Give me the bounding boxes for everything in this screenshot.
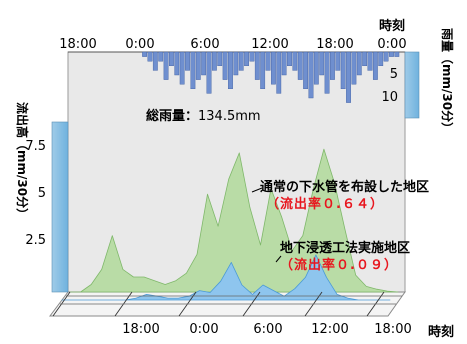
rain-bar — [174, 51, 180, 76]
runoff-ytick-5: 5 — [38, 186, 46, 201]
series-0-name: 通常の下水管を布設した地区 — [260, 179, 429, 195]
runoff-hydrographs — [61, 148, 399, 301]
rain-bar — [233, 51, 239, 76]
runoff-xtick-2: 6:00 — [253, 322, 282, 337]
rain-bar — [190, 51, 196, 89]
rain-bar — [260, 51, 266, 89]
rain-bar — [265, 51, 271, 71]
rain-bar — [152, 51, 158, 71]
rain-bar — [389, 51, 394, 57]
rain-bar — [163, 51, 169, 80]
rain-bar — [195, 51, 201, 80]
rain-bar — [383, 51, 389, 62]
rain-bar — [254, 51, 260, 80]
rain-ytick-5: 5 — [390, 67, 398, 82]
rain-bar — [244, 51, 249, 67]
rain-bar — [281, 51, 287, 76]
floor-grid — [52, 291, 402, 317]
rain-bar — [313, 51, 319, 85]
rain-bar — [276, 51, 282, 94]
rain-bar — [330, 51, 335, 80]
rain-xtick-5: 0:00 — [377, 37, 406, 52]
rain-bar — [158, 51, 164, 62]
runoff-xtick-4: 18:00 — [374, 322, 411, 337]
runoff-xtick-0: 18:00 — [122, 322, 159, 337]
rain-hyetograph — [142, 51, 400, 103]
rain-bar — [324, 51, 330, 94]
rain-bar — [228, 51, 233, 89]
rain-bar — [346, 51, 351, 103]
runoff-xtick-1: 0:00 — [189, 322, 218, 337]
runoff-series-1 — [61, 254, 391, 301]
rain-bar — [185, 51, 190, 71]
rain-bar — [351, 51, 357, 85]
rain-xtick-0: 18:00 — [59, 37, 96, 52]
rain-bar — [367, 51, 373, 71]
series-1-pointer — [275, 255, 282, 263]
rain-bar — [335, 51, 341, 71]
series-1-rate: （流出率０.０９） — [280, 257, 398, 273]
rain-bar — [238, 51, 244, 71]
rain-bar — [297, 51, 303, 80]
total-rainfall: 総雨量：134.5mm — [146, 108, 261, 124]
rain-bar — [287, 51, 292, 67]
rain-bar — [308, 51, 314, 99]
rain-bar — [356, 51, 362, 76]
rain-bar — [179, 51, 185, 85]
rain-xtick-1: 0:00 — [125, 37, 154, 52]
series-0-rate: （流出率０.６４） — [266, 196, 384, 212]
rain-bar — [303, 51, 308, 89]
rain-xtick-4: 18:00 — [316, 37, 353, 52]
runoff-axis-bar — [51, 121, 69, 293]
rain-bar — [206, 51, 212, 94]
rain-bar — [201, 51, 207, 76]
rain-bar — [319, 51, 325, 76]
rain-ytick-10: 10 — [381, 90, 398, 105]
rain-bar — [378, 51, 384, 67]
rain-bar — [249, 51, 255, 62]
rain-xtick-3: 12:00 — [251, 37, 288, 52]
runoff-ytick-7.5: 7.5 — [25, 139, 46, 154]
rain-bar — [271, 51, 276, 85]
rain-bar — [142, 51, 147, 57]
runoff-xtick-3: 12:00 — [311, 322, 348, 337]
rain-bar — [217, 51, 223, 67]
rain-bar — [169, 51, 174, 67]
rain-bar — [147, 51, 153, 62]
rain-bar — [222, 51, 228, 80]
runoff-xlabel: 時刻 — [428, 324, 454, 340]
series-1-name: 地下浸透工法実施地区 — [280, 240, 410, 256]
rain-bar — [340, 51, 346, 89]
rain-xtick-2: 6:00 — [190, 37, 219, 52]
runoff-ylabel: 流出高（mm/30分） — [15, 102, 30, 220]
rain-bar — [372, 51, 378, 80]
series-0-pointer — [251, 187, 263, 193]
rain-bar — [211, 51, 217, 71]
runoff-ytick-2.5: 2.5 — [25, 233, 46, 248]
rain-bar — [394, 51, 400, 57]
rain-axis-bar — [404, 51, 420, 119]
rain-title: 時刻 — [379, 18, 405, 34]
rain-ylabel: 雨量（mm/30分） — [440, 28, 455, 134]
rain-bar — [292, 51, 298, 71]
rain-bar — [362, 51, 368, 67]
